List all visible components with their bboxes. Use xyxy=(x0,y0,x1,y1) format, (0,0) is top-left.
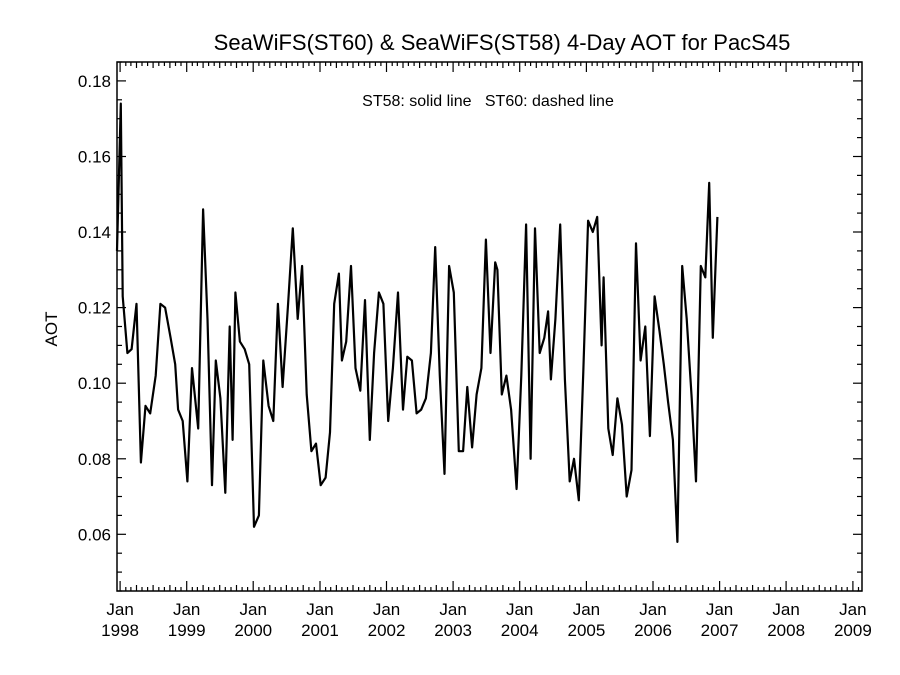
x-tick-label-month: Jan xyxy=(173,600,200,619)
x-tick-label-month: Jan xyxy=(439,600,466,619)
x-tick-label-year: 1999 xyxy=(168,621,206,640)
x-tick-label-year: 2007 xyxy=(701,621,739,640)
y-axis: 0.06 0.08 0.10 0.12 0.14 0.16 0.18 xyxy=(78,61,862,592)
chart-title: SeaWiFS(ST60) & SeaWiFS(ST58) 4-Day AOT … xyxy=(214,30,791,55)
x-tick-label-year: 2005 xyxy=(568,621,606,640)
series-layer xyxy=(115,102,719,544)
x-tick-label-month: Jan xyxy=(106,600,133,619)
x-tick-label-month: Jan xyxy=(506,600,533,619)
y-tick-label: 0.14 xyxy=(78,223,111,242)
x-tick-label-month: Jan xyxy=(772,600,799,619)
x-tick-label-year: 2000 xyxy=(234,621,272,640)
x-tick-label-month: Jan xyxy=(306,600,333,619)
x-tick-label-year: 2008 xyxy=(767,621,805,640)
x-tick-label-month: Jan xyxy=(839,600,866,619)
series-line xyxy=(115,102,719,544)
y-tick-label: 0.10 xyxy=(78,374,111,393)
line-style-annotation: ST58: solid line ST60: dashed line xyxy=(362,93,614,110)
y-tick-label: 0.06 xyxy=(78,525,111,544)
y-tick-label: 0.08 xyxy=(78,450,111,469)
x-tick-label-year: 2003 xyxy=(434,621,472,640)
x-tick-label-year: 2009 xyxy=(834,621,872,640)
x-tick-label-month: Jan xyxy=(706,600,733,619)
x-tick-label-year: 2001 xyxy=(301,621,339,640)
x-tick-label-year: 2004 xyxy=(501,621,539,640)
x-tick-label-year: 2002 xyxy=(368,621,406,640)
y-tick-label: 0.18 xyxy=(78,72,111,91)
x-tick-label-month: Jan xyxy=(573,600,600,619)
y-axis-label: AOT xyxy=(42,312,61,347)
x-tick-label-month: Jan xyxy=(240,600,267,619)
y-tick-label: 0.12 xyxy=(78,299,111,318)
x-tick-label-month: Jan xyxy=(639,600,666,619)
x-tick-label-month: Jan xyxy=(373,600,400,619)
x-tick-label-year: 2006 xyxy=(634,621,672,640)
x-tick-label-year: 1998 xyxy=(101,621,139,640)
x-axis: Jan 1998 Jan 1999 Jan 2000 Jan 2001 Jan 2002 Jan 20… xyxy=(101,62,872,640)
y-tick-label: 0.16 xyxy=(78,147,111,166)
